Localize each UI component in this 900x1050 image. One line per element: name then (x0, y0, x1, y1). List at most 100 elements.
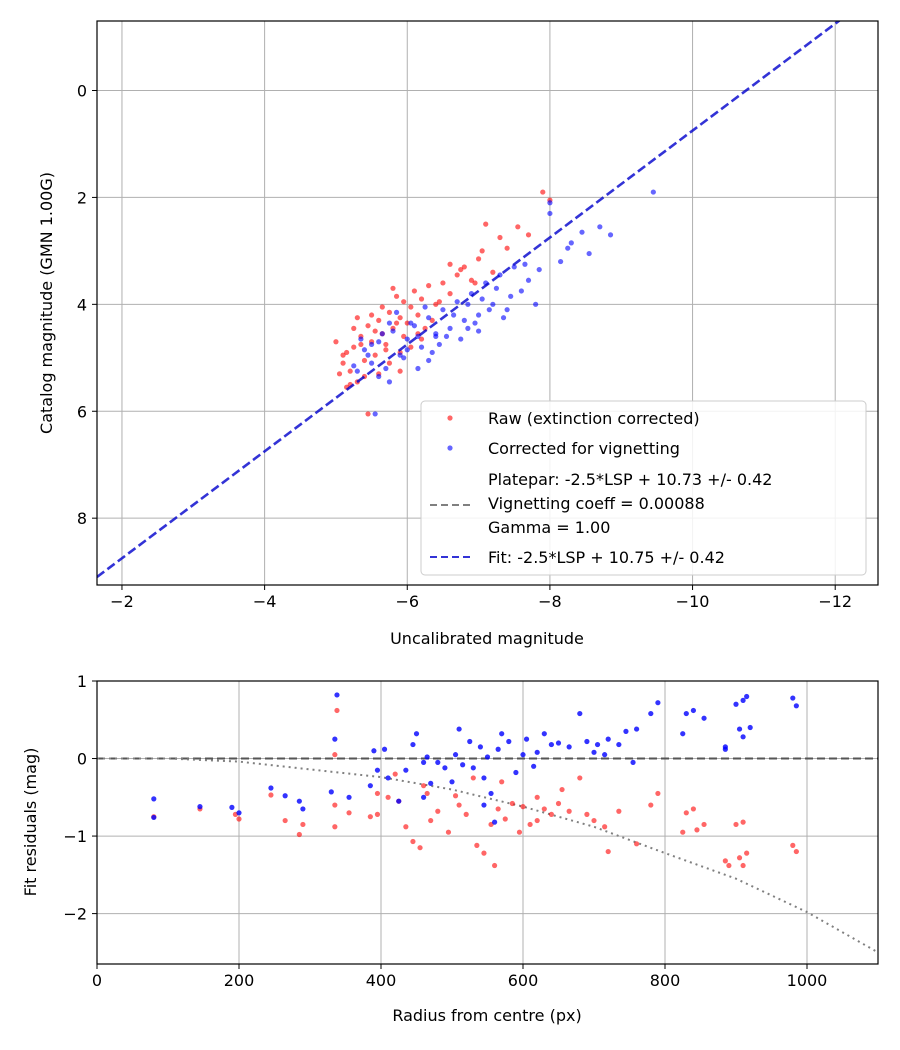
bottom-point-raw (740, 819, 746, 825)
bottom-point-corrected (197, 804, 203, 810)
bottom-point-corrected (374, 767, 381, 773)
top-point-corrected (376, 339, 382, 345)
legend: Raw (extinction corrected) Corrected for… (420, 400, 867, 576)
bottom-point-raw (300, 821, 306, 828)
top-x-axis-label: Uncalibrated magnitude (390, 629, 584, 648)
bottom-point-raw (495, 806, 501, 812)
bottom-point-raw (744, 850, 750, 856)
bottom-point-raw (236, 816, 242, 822)
top-x-tick-label: −4 (253, 592, 277, 611)
bottom-point-corrected (499, 731, 505, 737)
top-y-tick-label: 0 (77, 81, 87, 100)
bottom-point-corrected (151, 796, 157, 802)
bottom-point-raw (474, 842, 480, 848)
top-point-corrected (408, 320, 414, 326)
top-point-corrected (404, 347, 410, 353)
top-point-corrected (650, 189, 656, 195)
bottom-x-tick-label: 0 (92, 971, 102, 990)
bottom-point-corrected (442, 765, 448, 771)
bottom-point-raw (566, 808, 572, 814)
bottom-point-corrected (740, 697, 746, 703)
top-point-raw (461, 264, 467, 270)
top-point-corrected (458, 336, 464, 342)
top-point-corrected (422, 304, 428, 310)
bottom-x-tick-label: 800 (650, 971, 681, 990)
top-point-raw (393, 320, 400, 326)
bottom-point-corrected (523, 736, 530, 742)
top-point-raw (447, 291, 453, 297)
top-point-corrected (607, 232, 614, 238)
bottom-point-raw (456, 802, 462, 808)
top-point-raw (504, 245, 510, 251)
bottom-point-raw (492, 862, 498, 869)
top-point-raw (372, 328, 378, 334)
top-point-raw (390, 285, 396, 291)
bottom-y-tick-label: −1 (63, 827, 87, 846)
top-point-raw (418, 296, 425, 302)
top-point-corrected (472, 320, 478, 326)
bottom-point-corrected (477, 744, 483, 750)
top-point-corrected (393, 309, 400, 315)
bottom-point-corrected (648, 710, 654, 717)
bottom-point-corrected (421, 759, 427, 766)
legend-platepar-line-3: Gamma = 1.00 (488, 518, 610, 537)
top-point-corrected (358, 336, 364, 342)
bottom-point-corrected (534, 749, 540, 755)
bottom-point-raw (502, 816, 508, 822)
top-point-corrected (418, 344, 425, 350)
bottom-point-corrected (488, 790, 494, 797)
top-point-corrected (518, 288, 524, 294)
bottom-point-raw (605, 848, 611, 855)
bottom-point-raw (346, 810, 352, 816)
top-point-raw (426, 283, 432, 289)
bottom-point-corrected (385, 775, 391, 781)
top-point-raw (379, 304, 385, 310)
bottom-point-corrected (655, 700, 661, 706)
top-point-corrected (522, 261, 528, 267)
top-point-corrected (379, 331, 385, 337)
bottom-point-corrected (371, 748, 377, 754)
top-x-tick-label: −8 (538, 592, 562, 611)
top-point-corrected (454, 299, 460, 305)
bottom-point-corrected (332, 736, 338, 742)
bottom-point-raw (296, 831, 302, 838)
top-point-corrected (372, 411, 378, 417)
bottom-point-raw (534, 817, 540, 824)
top-point-corrected (411, 323, 417, 329)
top-y-tick-label: 6 (77, 402, 87, 421)
vignetting-curve (97, 757, 878, 954)
bottom-point-raw (463, 811, 469, 817)
bottom-point-raw (421, 783, 427, 789)
top-point-raw (365, 411, 371, 417)
bottom-point-corrected (736, 726, 743, 732)
bottom-point-raw (740, 862, 746, 869)
top-point-corrected (475, 312, 482, 318)
legend-corrected-label: Corrected for vignetting (488, 439, 680, 458)
top-point-raw (351, 344, 357, 350)
top-point-corrected (547, 200, 553, 206)
bottom-axes-frame (96, 680, 879, 965)
top-point-raw (436, 299, 442, 305)
top-point-corrected (465, 301, 471, 307)
top-point-corrected (508, 293, 514, 299)
fit-line (97, 21, 841, 579)
bottom-point-raw (334, 707, 340, 714)
top-point-corrected (404, 336, 410, 342)
top-point-raw (440, 280, 446, 286)
bottom-point-corrected (634, 726, 640, 732)
bottom-point-corrected (151, 814, 157, 821)
top-point-raw (429, 317, 435, 323)
top-point-raw (408, 344, 414, 350)
top-point-corrected (351, 363, 357, 369)
top-fit-line (97, 21, 841, 579)
bottom-grid (96, 680, 878, 964)
bottom-point-raw (584, 811, 590, 817)
bottom-x-tick-label: 1000 (787, 971, 828, 990)
bottom-point-raw (683, 810, 689, 816)
bottom-point-corrected (410, 741, 416, 748)
top-point-raw (479, 248, 485, 254)
top-point-corrected (383, 365, 389, 372)
bottom-point-raw (793, 848, 799, 855)
bottom-point-corrected (403, 767, 409, 773)
